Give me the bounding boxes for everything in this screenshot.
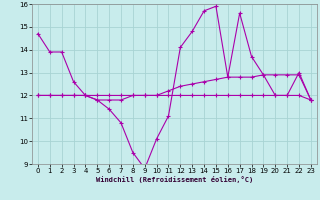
- X-axis label: Windchill (Refroidissement éolien,°C): Windchill (Refroidissement éolien,°C): [96, 176, 253, 183]
